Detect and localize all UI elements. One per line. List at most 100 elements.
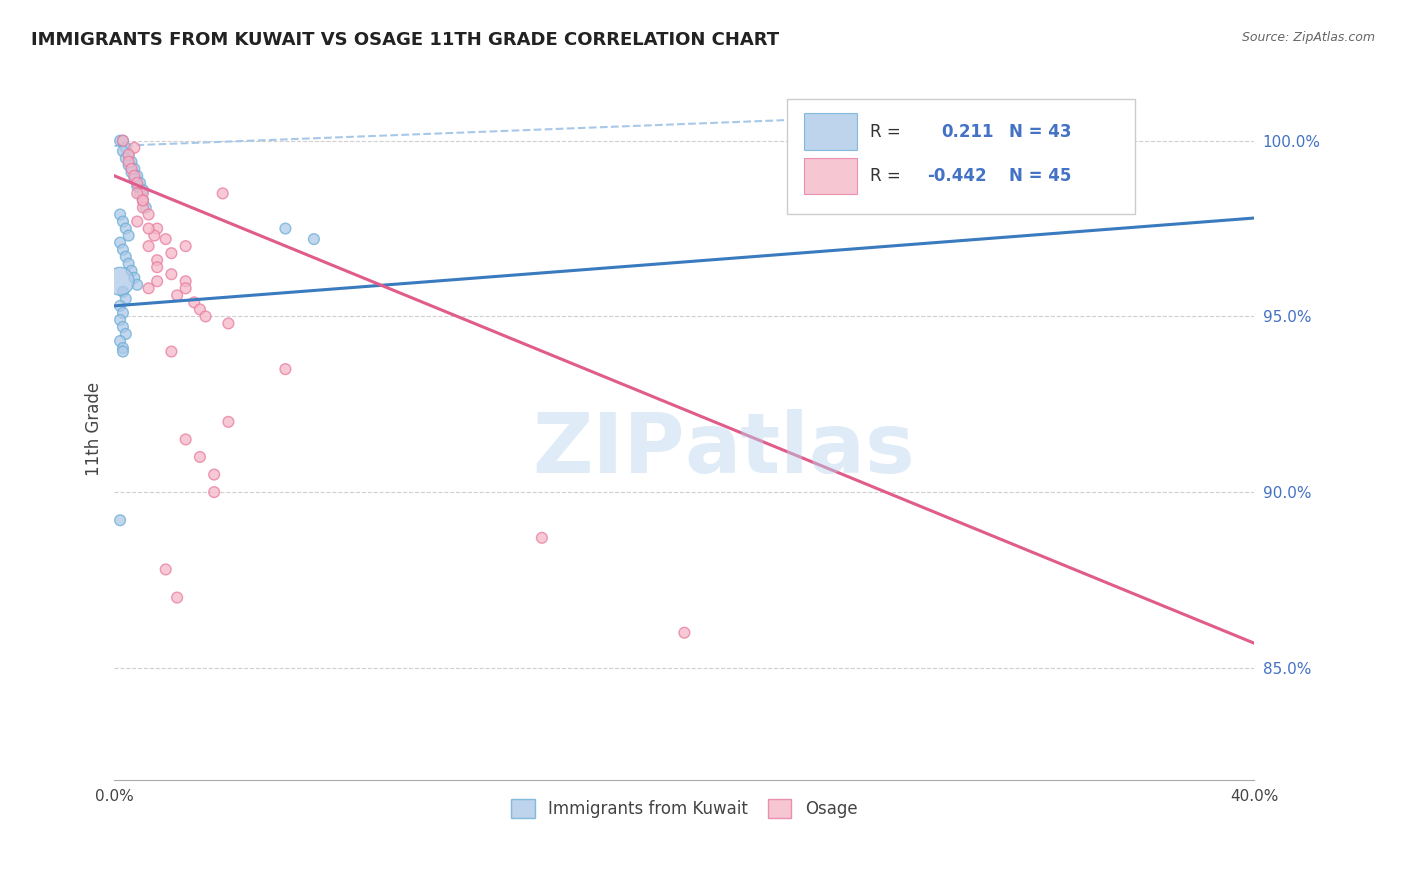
Point — [118, 228, 141, 243]
Point — [138, 281, 160, 295]
Point — [111, 306, 134, 320]
Point — [114, 151, 136, 165]
Point — [166, 591, 188, 605]
FancyBboxPatch shape — [787, 98, 1135, 214]
Point — [121, 165, 143, 179]
Point — [114, 292, 136, 306]
Point — [160, 246, 183, 260]
Point — [118, 257, 141, 271]
Point — [146, 221, 169, 235]
Point — [111, 243, 134, 257]
Point — [121, 161, 143, 176]
Point — [132, 201, 155, 215]
Point — [121, 264, 143, 278]
Point — [111, 344, 134, 359]
Point — [302, 232, 325, 246]
Point — [160, 344, 183, 359]
Point — [111, 134, 134, 148]
Text: ZIP: ZIP — [531, 409, 685, 491]
Point — [188, 450, 211, 464]
Point — [132, 194, 155, 208]
Point — [183, 295, 205, 310]
Point — [673, 625, 696, 640]
Point — [118, 154, 141, 169]
Text: -0.442: -0.442 — [927, 167, 987, 185]
Point — [166, 288, 188, 302]
Point — [108, 134, 131, 148]
Point — [174, 433, 197, 447]
Point — [111, 145, 134, 159]
Point — [202, 467, 225, 482]
Text: IMMIGRANTS FROM KUWAIT VS OSAGE 11TH GRADE CORRELATION CHART: IMMIGRANTS FROM KUWAIT VS OSAGE 11TH GRA… — [31, 31, 779, 49]
Point — [118, 158, 141, 172]
Point — [188, 302, 211, 317]
Point — [274, 221, 297, 235]
Point — [211, 186, 233, 201]
Text: N = 43: N = 43 — [1010, 122, 1071, 141]
Point — [121, 154, 143, 169]
Point — [124, 161, 146, 176]
Point — [124, 141, 146, 155]
Point — [135, 201, 157, 215]
Legend: Immigrants from Kuwait, Osage: Immigrants from Kuwait, Osage — [505, 792, 863, 825]
Point — [108, 274, 131, 288]
Point — [118, 147, 141, 161]
Point — [174, 281, 197, 295]
Point — [174, 274, 197, 288]
Point — [124, 270, 146, 285]
Point — [530, 531, 553, 545]
Point — [127, 176, 149, 190]
Text: Source: ZipAtlas.com: Source: ZipAtlas.com — [1241, 31, 1375, 45]
Point — [108, 235, 131, 250]
Text: R =: R = — [870, 122, 901, 141]
Point — [138, 239, 160, 253]
Point — [174, 239, 197, 253]
Point — [111, 320, 134, 334]
Point — [108, 313, 131, 327]
Point — [129, 186, 152, 201]
Point — [127, 277, 149, 292]
Point — [114, 250, 136, 264]
Point — [143, 228, 166, 243]
Point — [108, 207, 131, 221]
Point — [111, 214, 134, 228]
Point — [114, 141, 136, 155]
Point — [146, 260, 169, 275]
Text: 0.211: 0.211 — [941, 122, 994, 141]
Text: N = 45: N = 45 — [1010, 167, 1071, 185]
Point — [132, 194, 155, 208]
FancyBboxPatch shape — [804, 158, 856, 194]
Point — [127, 186, 149, 201]
Point — [118, 147, 141, 161]
Text: atlas: atlas — [685, 409, 915, 491]
Point — [132, 186, 155, 201]
Point — [108, 334, 131, 348]
Point — [111, 134, 134, 148]
Point — [114, 326, 136, 341]
Point — [202, 485, 225, 500]
Point — [108, 299, 131, 313]
Point — [274, 362, 297, 376]
Point — [114, 221, 136, 235]
Point — [132, 194, 155, 208]
Point — [127, 214, 149, 228]
Y-axis label: 11th Grade: 11th Grade — [86, 382, 103, 476]
Point — [146, 253, 169, 268]
Text: R =: R = — [870, 167, 901, 185]
Point — [155, 562, 177, 576]
Point — [129, 176, 152, 190]
Point — [138, 221, 160, 235]
Point — [111, 341, 134, 355]
Point — [127, 169, 149, 183]
Point — [155, 232, 177, 246]
Point — [132, 183, 155, 197]
Point — [127, 179, 149, 194]
Point — [138, 207, 160, 221]
Point — [160, 267, 183, 281]
Point — [124, 172, 146, 186]
Point — [217, 415, 239, 429]
Point — [146, 274, 169, 288]
Point — [108, 513, 131, 527]
Point — [111, 285, 134, 299]
FancyBboxPatch shape — [804, 113, 856, 150]
